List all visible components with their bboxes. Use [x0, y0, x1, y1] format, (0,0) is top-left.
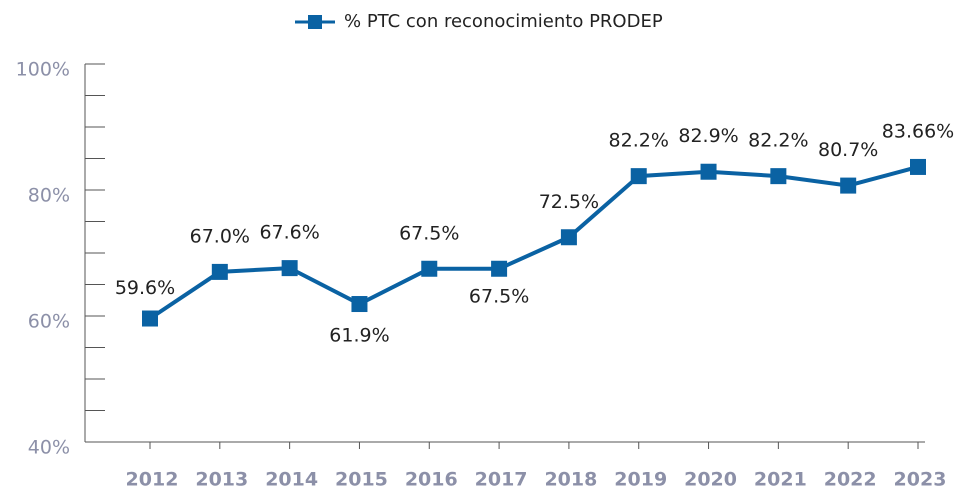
marker — [630, 168, 647, 185]
marker — [142, 310, 158, 327]
y-tick-label: 100% — [16, 59, 70, 81]
x-tick-label: 2017 — [475, 469, 528, 491]
x-tick-label: 2016 — [405, 469, 458, 491]
data-label: 80.7% — [818, 139, 878, 161]
legend: % PTC con reconocimiento PRODEP — [295, 11, 663, 32]
data-label: 83.66% — [882, 120, 954, 142]
data-label: 82.9% — [678, 125, 738, 147]
marker — [770, 168, 787, 185]
y-tick-label: 40% — [28, 437, 70, 459]
x-tick-label: 2021 — [754, 469, 807, 491]
marker — [840, 177, 857, 194]
marker — [281, 260, 298, 277]
data-label: 67.5% — [469, 285, 529, 307]
x-tick-label: 2022 — [824, 469, 877, 491]
legend-label: % PTC con reconocimiento PRODEP — [344, 11, 663, 32]
data-label: 67.5% — [399, 222, 459, 244]
marker — [910, 158, 926, 175]
marker — [421, 260, 438, 277]
x-tick-label: 2012 — [126, 469, 179, 491]
x-tick-label: 2018 — [544, 469, 597, 491]
data-label: 82.2% — [609, 130, 669, 152]
x-tick-label: 2020 — [684, 469, 737, 491]
x-tick-label: 2015 — [335, 469, 388, 491]
y-tick-label: 80% — [28, 185, 70, 207]
marker — [700, 163, 717, 180]
marker — [491, 260, 508, 277]
data-label: 67.0% — [190, 225, 250, 247]
data-label: 72.5% — [539, 191, 599, 213]
series-line — [148, 165, 919, 321]
marker — [211, 263, 228, 280]
x-tick-label: 2023 — [894, 469, 947, 491]
x-tick-label: 2013 — [195, 469, 248, 491]
y-tick-label: 60% — [28, 311, 70, 333]
data-label: 59.6% — [115, 277, 175, 299]
data-label: 61.9% — [329, 325, 389, 347]
legend-marker — [308, 15, 322, 29]
x-tick-label: 2014 — [265, 469, 318, 491]
data-label: 82.2% — [748, 130, 808, 152]
marker — [351, 296, 368, 313]
data-label: 67.6% — [259, 222, 319, 244]
x-tick-label: 2019 — [614, 469, 667, 491]
marker — [560, 229, 577, 246]
